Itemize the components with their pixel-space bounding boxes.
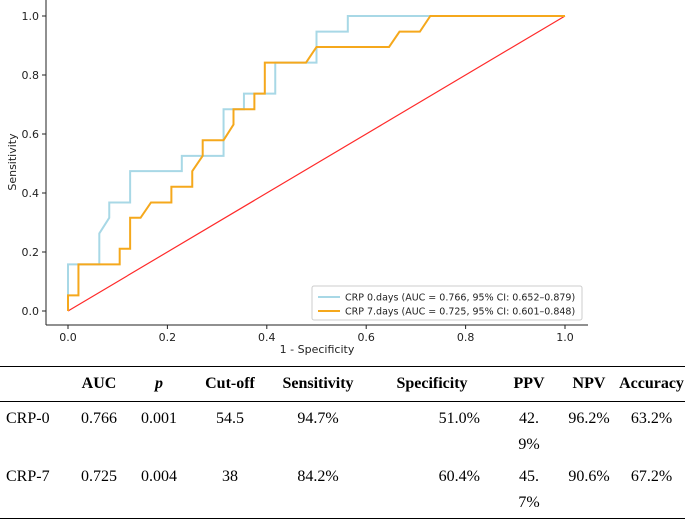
cell-npv: 96.2% (568, 410, 610, 427)
y-ticks: 0.0 0.2 0.4 0.6 0.8 1.0 (22, 10, 46, 318)
x-tick-label: 0.0 (59, 331, 77, 344)
x-ticks: 0.0 0.2 0.4 0.6 0.8 1.0 (59, 325, 574, 344)
x-tick-label: 0.4 (258, 331, 276, 344)
legend-label-crp0: CRP 0.days (AUC = 0.766, 95% CI: 0.652–0… (345, 293, 575, 304)
y-tick-label: 1.0 (22, 10, 40, 23)
x-tick-label: 0.6 (357, 331, 375, 344)
cell-cutoff: 54.5 (216, 410, 244, 427)
header-empty (0, 367, 70, 402)
cell-specificity: 51.0% (438, 410, 480, 427)
header-p: p (155, 375, 163, 392)
x-tick-label: 1.0 (556, 331, 574, 344)
y-tick-label: 0.8 (22, 69, 40, 82)
table-header-row: AUC p Cut-off Sensitivity Specificity PP… (0, 366, 685, 402)
series-line-chance (67, 15, 566, 312)
cell-auc: 0.725 (81, 468, 117, 485)
roc-chart: 0.0 0.2 0.4 0.6 0.8 1.0 0.0 0.2 0.4 0.6 0.8 1.0 1 … (6, 0, 588, 356)
y-tick-label: 0.6 (22, 128, 40, 141)
x-tick-label: 0.2 (159, 331, 177, 344)
y-tick-label: 0.2 (22, 246, 40, 259)
header-accuracy: Accuracy (619, 375, 684, 392)
y-tick-label: 0.0 (22, 305, 40, 318)
ppv-value: 45.7% (518, 468, 540, 511)
cell-accuracy: 67.2% (630, 468, 673, 485)
legend-label-crp7: CRP 7.days (AUC = 0.725, 95% CI: 0.601–0… (345, 307, 575, 318)
cell-sensitivity: 94.7% (297, 410, 339, 427)
cell-p: 0.004 (141, 468, 177, 485)
cell-sensitivity: 84.2% (297, 468, 339, 485)
header-sensitivity: Sensitivity (282, 375, 354, 392)
table-row: CRP-0 0.766 0.001 54.5 94.7% 51.0% 42.9%… (0, 402, 685, 461)
series-line-crp0 (67, 15, 565, 311)
cell-cutoff: 38 (222, 468, 238, 485)
row-name: CRP-7 (6, 468, 50, 485)
table-row: CRP-7 0.725 0.004 38 84.2% 60.4% 45.7% 9… (0, 460, 685, 519)
header-auc: AUC (81, 375, 117, 392)
header-cutoff: Cut-off (205, 375, 255, 392)
cell-ppv: 42.9% (498, 402, 560, 461)
series-line-crp7 (67, 15, 565, 311)
stats-table: AUC p Cut-off Sensitivity Specificity PP… (0, 366, 685, 519)
y-tick-label: 0.4 (22, 187, 40, 200)
legend: CRP 0.days (AUC = 0.766, 95% CI: 0.652–0… (311, 285, 583, 321)
x-tick-label: 0.8 (457, 331, 475, 344)
legend-box (311, 285, 583, 321)
header-npv: NPV (572, 375, 606, 392)
header-specificity: Specificity (396, 375, 468, 392)
cell-ppv: 45.7% (498, 460, 560, 519)
y-axis-label: Sensitivity (6, 133, 19, 191)
cell-accuracy: 63.2% (630, 410, 673, 427)
x-axis-label: 1 - Specificity (280, 343, 355, 356)
ppv-value: 42.9% (518, 410, 540, 453)
plot-frame (45, 0, 588, 326)
cell-specificity: 60.4% (438, 468, 480, 485)
row-name: CRP-0 (6, 410, 50, 427)
series-layer (67, 15, 566, 312)
header-ppv: PPV (513, 375, 545, 392)
cell-npv: 90.6% (568, 468, 610, 485)
cell-auc: 0.766 (81, 410, 117, 427)
cell-p: 0.001 (141, 410, 177, 427)
